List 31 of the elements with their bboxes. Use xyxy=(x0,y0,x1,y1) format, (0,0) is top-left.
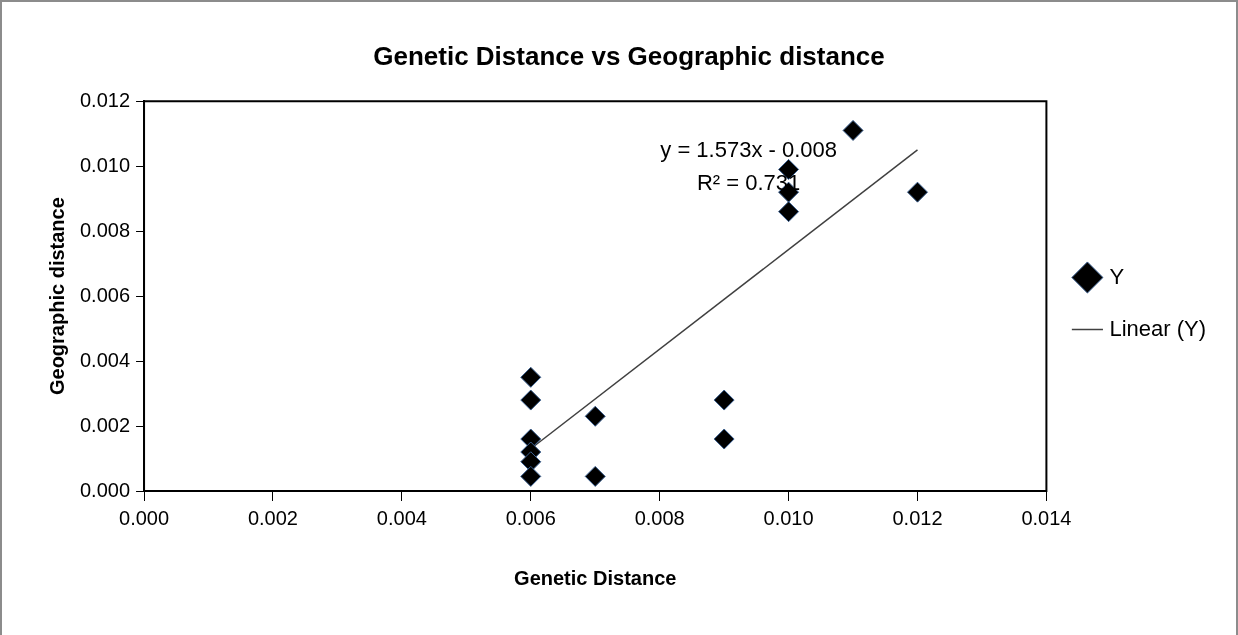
point xyxy=(713,389,735,411)
y-tick-label: 0.012 xyxy=(79,88,131,111)
y-tick-label: 0.000 xyxy=(79,478,131,501)
point xyxy=(584,465,606,487)
y-tick-label: 0.006 xyxy=(79,283,131,306)
x-tick-label: 0.002 xyxy=(247,506,298,529)
x-tick-label: 0.004 xyxy=(376,506,427,529)
y-tick-label: 0.008 xyxy=(79,218,131,241)
point xyxy=(778,201,800,223)
point xyxy=(842,119,864,141)
point xyxy=(520,366,542,388)
annotation: y = 1.573x - 0.008 xyxy=(660,137,837,163)
point xyxy=(713,428,735,450)
point xyxy=(907,181,928,203)
x-tick-label: 0.000 xyxy=(119,506,170,529)
legend-label: Linear (Y) xyxy=(1109,315,1206,341)
x-tick-label: 0.010 xyxy=(763,506,814,529)
x-tick-label: 0.008 xyxy=(634,506,685,529)
x-tick-label: 0.012 xyxy=(892,506,943,529)
point xyxy=(520,389,542,411)
y-axis-title: Geographic distance xyxy=(45,197,68,396)
y-tick-label: 0.004 xyxy=(79,348,131,371)
legend-label: Y xyxy=(1109,263,1125,289)
y-tick-label: 0.002 xyxy=(79,413,131,436)
point xyxy=(520,465,542,487)
y-tick-label: 0.010 xyxy=(79,153,131,176)
chart-title: Genetic Distance vs Geographic distance xyxy=(373,40,885,71)
point xyxy=(584,405,606,427)
x-tick-label: 0.014 xyxy=(1021,506,1072,529)
x-axis-title: Genetic Distance xyxy=(514,566,677,589)
x-tick-label: 0.006 xyxy=(505,506,556,529)
